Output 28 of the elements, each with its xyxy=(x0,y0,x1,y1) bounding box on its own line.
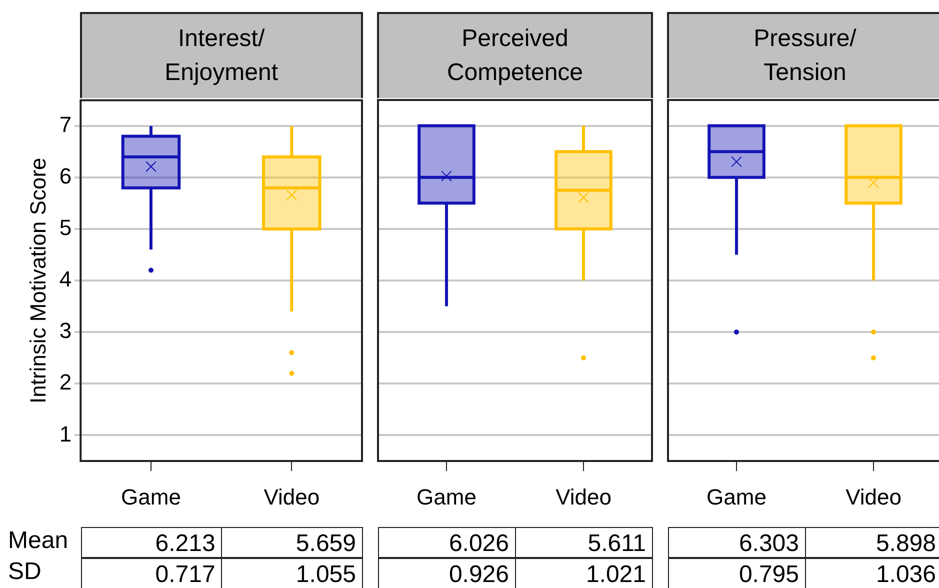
x-tick-label: Game xyxy=(416,484,476,510)
y-tick-label: 4 xyxy=(59,266,72,292)
x-tick-label: Video xyxy=(846,484,902,510)
y-tick-label: 3 xyxy=(59,318,72,343)
y-tick-label: 1 xyxy=(59,421,72,446)
text: 6.213 xyxy=(80,527,222,558)
text: 0.717 xyxy=(80,558,222,588)
text: 1.055 xyxy=(221,558,363,588)
text: 1.021 xyxy=(515,558,653,588)
text: 6.026 xyxy=(378,527,516,558)
text: 1.036 xyxy=(805,558,939,588)
text: SD xyxy=(7,557,42,587)
x-tick-label: Video xyxy=(264,484,320,510)
y-tick-label: 5 xyxy=(59,214,72,240)
y-tick-label: 2 xyxy=(59,370,72,395)
x-tick-label: Game xyxy=(706,484,766,510)
text: 0.926 xyxy=(378,558,516,588)
x-tick-label: Video xyxy=(556,484,612,510)
y-tick-label: 7 xyxy=(59,112,72,137)
text: Mean xyxy=(7,526,70,556)
y-axis-title: Intrinsic Motivation Score xyxy=(25,158,50,404)
text: 6.303 xyxy=(668,527,806,558)
x-tick-label: Game xyxy=(121,484,181,510)
text: 5.659 xyxy=(221,527,363,558)
text: 0.795 xyxy=(668,558,806,588)
y-tick-label: 6 xyxy=(59,163,72,188)
text: 5.611 xyxy=(515,527,653,558)
text: 5.898 xyxy=(805,527,939,558)
